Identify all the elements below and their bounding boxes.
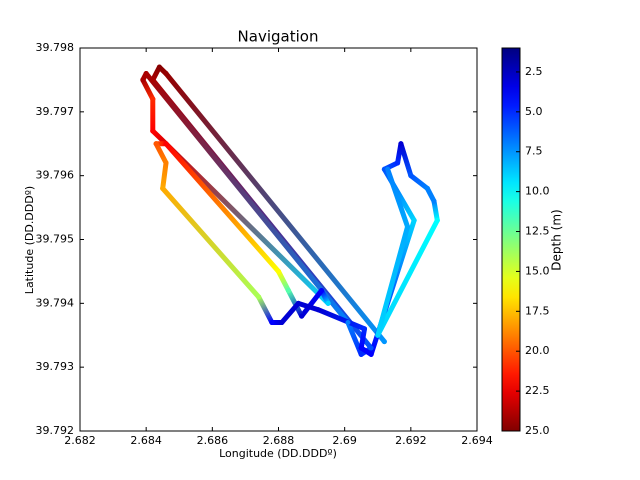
track-point <box>408 173 414 179</box>
track-point <box>150 77 156 83</box>
x-tick-label: 2.688 <box>263 434 295 447</box>
colorbar-tick-label: 10.0 <box>525 185 550 198</box>
plot-frame <box>79 47 478 432</box>
track-segment <box>358 326 368 351</box>
x-tick-label: 2.694 <box>461 434 493 447</box>
track-point <box>381 339 387 345</box>
x-axis-label: Longitude (DD.DDDº) <box>219 447 337 460</box>
colorbar-tick-label: 17.5 <box>525 304 550 317</box>
x-tick-label: 2.692 <box>395 434 427 447</box>
track-point <box>276 268 281 274</box>
track-point <box>405 224 411 230</box>
track-point <box>358 345 364 351</box>
track-segment <box>276 268 291 294</box>
y-tick-label: 39.796 <box>36 169 75 182</box>
track-segment <box>315 307 368 332</box>
x-tick-label: 2.686 <box>197 434 229 447</box>
y-tick-label: 39.793 <box>36 360 75 373</box>
track-segment <box>163 141 331 306</box>
track-point <box>368 345 374 351</box>
track-point <box>358 351 364 357</box>
track-segment <box>256 294 275 325</box>
colorbar-label: Depth (m) <box>550 209 564 270</box>
track-point <box>385 166 391 172</box>
track-point <box>424 185 430 191</box>
colorbar <box>501 47 521 432</box>
track-point <box>279 319 285 325</box>
colorbar-tick-label: 15.0 <box>525 264 550 277</box>
track-point <box>345 319 351 325</box>
colorbar-tick-label: 5.0 <box>525 105 543 118</box>
track-point <box>411 217 417 223</box>
track-segment <box>375 224 411 338</box>
track-point <box>315 307 321 313</box>
x-tick-label: 2.69 <box>332 434 357 447</box>
track-segment <box>143 71 351 325</box>
track-point <box>285 288 291 294</box>
track-segment <box>375 217 440 338</box>
colorbar-tick-label: 25.0 <box>525 424 550 437</box>
track-point <box>160 185 166 191</box>
track-point <box>398 141 404 147</box>
track-point <box>375 332 381 338</box>
track-point <box>153 141 159 147</box>
track-point <box>163 160 169 166</box>
track-point <box>295 300 301 306</box>
chart-title: Navigation <box>238 28 319 46</box>
track-point <box>150 96 156 102</box>
track-point <box>325 300 331 306</box>
y-tick-label: 39.797 <box>36 105 75 118</box>
colorbar-tick-label: 20.0 <box>525 344 550 357</box>
y-tick-label: 39.794 <box>36 296 75 309</box>
track-point <box>431 198 437 204</box>
track-segment <box>140 77 156 102</box>
colorbar-tick-label: 12.5 <box>525 225 550 238</box>
track-point <box>163 141 169 147</box>
track-segment <box>153 141 169 166</box>
track-segment <box>408 173 430 191</box>
track-segment <box>385 166 411 230</box>
y-tick-label: 39.792 <box>36 424 75 437</box>
y-axis-label: Latitude (DD.DDDº) <box>23 186 36 294</box>
colorbar-tick-label: 2.5 <box>525 65 543 78</box>
track-point <box>368 351 374 357</box>
track-point <box>362 326 368 332</box>
track-segment <box>160 160 169 191</box>
track-point <box>299 313 305 319</box>
track-point <box>140 77 146 83</box>
y-tick-label: 39.798 <box>36 41 75 54</box>
track-segment <box>285 288 305 319</box>
track-segment <box>431 198 440 223</box>
track-segment <box>398 141 414 179</box>
colorbar-tick-label: 7.5 <box>525 145 543 158</box>
track-point <box>143 71 149 77</box>
track-segment <box>163 141 281 274</box>
track-point <box>395 160 401 166</box>
track-point <box>150 128 156 134</box>
track-segment <box>163 71 387 345</box>
track-segment <box>160 185 262 300</box>
track-point <box>434 217 440 223</box>
track-segment <box>279 300 301 325</box>
track-point <box>156 64 162 70</box>
x-tick-label: 2.684 <box>130 434 162 447</box>
track-point <box>163 71 169 77</box>
track-point <box>269 319 275 325</box>
colorbar-tick-label: 22.5 <box>525 384 550 397</box>
x-tick-label: 2.682 <box>64 434 96 447</box>
track-segment <box>295 300 321 313</box>
track-point <box>256 294 262 300</box>
track-segment <box>299 288 325 319</box>
track-point <box>319 288 325 294</box>
y-tick-label: 39.795 <box>36 233 75 246</box>
